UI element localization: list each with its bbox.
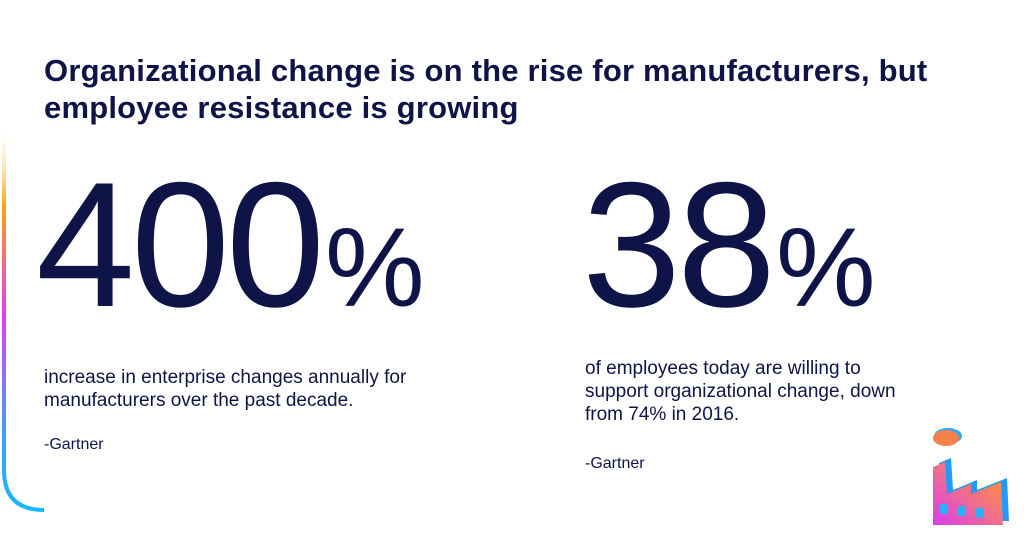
- stat-description: of employees today are willing to suppor…: [585, 358, 896, 425]
- stat-value: 400: [36, 145, 325, 344]
- stat-38: 38%: [582, 150, 876, 363]
- stat-description: increase in enterprise changes annually …: [44, 367, 407, 411]
- stat-source: -Gartner: [44, 436, 104, 453]
- stat-unit: %: [776, 205, 876, 330]
- factory-icon: [933, 428, 1009, 525]
- stat-unit: %: [325, 205, 425, 330]
- stat-value: 38: [582, 145, 776, 344]
- stat-source: -Gartner: [585, 455, 645, 472]
- page-title: Organizational change is on the rise for…: [44, 53, 928, 125]
- stat-400: 400%: [36, 150, 425, 363]
